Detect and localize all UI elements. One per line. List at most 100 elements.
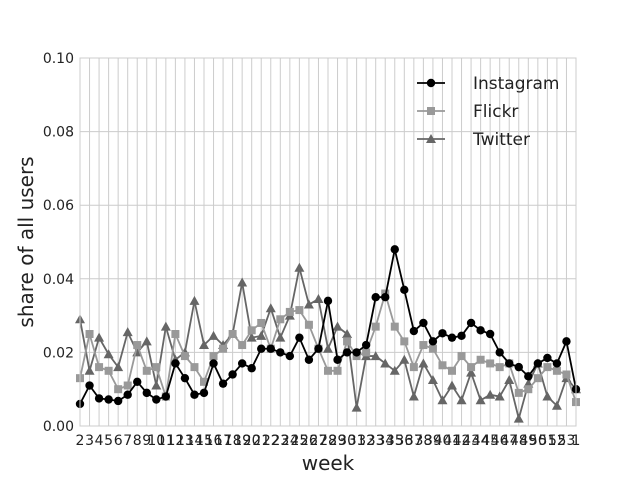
twitter-point xyxy=(160,321,171,331)
y-axis-ticks: 0.00 0.02 0.04 0.06 0.08 0.10 xyxy=(43,51,74,435)
twitter-point xyxy=(265,303,276,313)
instagram-point xyxy=(323,296,333,306)
x-tick-label: 50 xyxy=(529,433,547,449)
legend-item-twitter: Twitter xyxy=(417,130,530,150)
x-tick-label: 46 xyxy=(491,433,509,449)
x-tick-label: 33 xyxy=(367,433,385,449)
x-tick-label: 6 xyxy=(114,433,123,449)
x-tick-label: 37 xyxy=(405,433,423,449)
twitter-point xyxy=(447,380,457,390)
instagram-point xyxy=(171,359,180,368)
flickr-point xyxy=(457,352,466,361)
x-tick-label: 18 xyxy=(224,433,242,449)
x-tick-label: 23 xyxy=(271,433,289,449)
x-tick-label: 52 xyxy=(548,433,566,449)
instagram-point xyxy=(94,394,104,403)
x-tick-label: 27 xyxy=(310,433,328,449)
flickr-point xyxy=(304,320,313,329)
flickr-point xyxy=(276,315,285,324)
x-tick-label: 16 xyxy=(205,433,223,449)
instagram-point xyxy=(104,395,113,404)
instagram-point xyxy=(390,245,399,254)
flickr-point xyxy=(190,363,199,372)
flickr-point xyxy=(390,322,399,331)
instagram-point xyxy=(218,379,228,388)
twitter-point xyxy=(466,367,477,377)
flickr-point xyxy=(467,363,476,372)
instagram-point xyxy=(285,351,295,361)
flickr-point xyxy=(200,377,208,386)
instagram-point xyxy=(113,396,123,406)
flickr-point xyxy=(295,306,304,315)
x-tick-label: 9 xyxy=(142,433,151,449)
flickr-point xyxy=(438,361,447,370)
instagram-point xyxy=(361,340,371,350)
y-tick-label: 0.06 xyxy=(43,198,74,214)
x-tick-label: 1 xyxy=(572,433,581,449)
x-tick-label: 47 xyxy=(500,433,518,449)
instagram-point xyxy=(562,337,571,346)
flickr-point xyxy=(428,344,437,353)
x-tick-label: 8 xyxy=(133,433,142,449)
flickr-point xyxy=(533,374,542,383)
legend-marker-twitter xyxy=(426,134,436,143)
flickr-point xyxy=(324,366,332,375)
legend-marker-instagram xyxy=(426,78,436,88)
y-axis-title: share of all users xyxy=(14,156,38,327)
legend-marker-flickr xyxy=(427,107,435,115)
instagram-point xyxy=(371,293,380,302)
y-tick-label: 0.00 xyxy=(43,419,74,435)
series-layer xyxy=(75,245,581,423)
x-tick-label: 43 xyxy=(462,433,480,449)
x-tick-label: 48 xyxy=(510,433,528,449)
x-tick-label: 15 xyxy=(195,433,213,449)
instagram-point xyxy=(228,370,237,379)
instagram-point xyxy=(133,377,142,387)
twitter-point xyxy=(246,332,257,342)
twitter-point xyxy=(513,413,524,423)
legend-label-instagram: Instagram xyxy=(473,74,560,94)
instagram-point xyxy=(247,364,256,373)
twitter-point xyxy=(494,391,505,401)
legend-label-twitter: Twitter xyxy=(472,130,530,150)
twitter-point xyxy=(399,354,410,364)
flickr-point xyxy=(343,337,352,346)
x-tick-label: 29 xyxy=(329,433,347,449)
flickr-point xyxy=(142,366,151,375)
plot-frame xyxy=(79,57,577,427)
instagram-point xyxy=(237,359,247,368)
twitter-point xyxy=(208,330,219,340)
twitter-point xyxy=(313,294,324,304)
x-tick-label: 19 xyxy=(233,433,251,449)
y-tick-label: 0.02 xyxy=(43,345,74,361)
x-tick-label: 36 xyxy=(395,433,413,449)
x-tick-label: 42 xyxy=(453,433,471,449)
flickr-point xyxy=(95,363,104,372)
instagram-point xyxy=(333,355,342,364)
x-axis-title: week xyxy=(302,451,355,475)
instagram-point xyxy=(400,285,409,295)
x-tick-label: 34 xyxy=(376,433,394,449)
flickr-point xyxy=(448,366,456,375)
instagram-point xyxy=(524,372,533,381)
twitter-point xyxy=(113,362,124,372)
legend-item-flickr: Flickr xyxy=(417,102,518,122)
twitter-point xyxy=(418,358,429,368)
instagram-point xyxy=(485,329,495,339)
x-tick-label: 38 xyxy=(414,433,432,449)
instagram-point xyxy=(342,348,352,357)
flickr-point xyxy=(495,363,504,372)
twitter-point xyxy=(485,389,496,399)
instagram-point xyxy=(438,329,447,338)
flickr-point xyxy=(371,322,380,331)
instagram-point xyxy=(352,348,361,357)
instagram-point xyxy=(447,333,457,342)
flickr-point xyxy=(171,330,180,338)
instagram-point xyxy=(419,318,428,328)
x-tick-label: 10 xyxy=(147,433,165,449)
flickr-point xyxy=(123,381,132,390)
instagram-point xyxy=(142,388,151,398)
instagram-point xyxy=(505,359,514,368)
instagram-point xyxy=(543,353,552,363)
